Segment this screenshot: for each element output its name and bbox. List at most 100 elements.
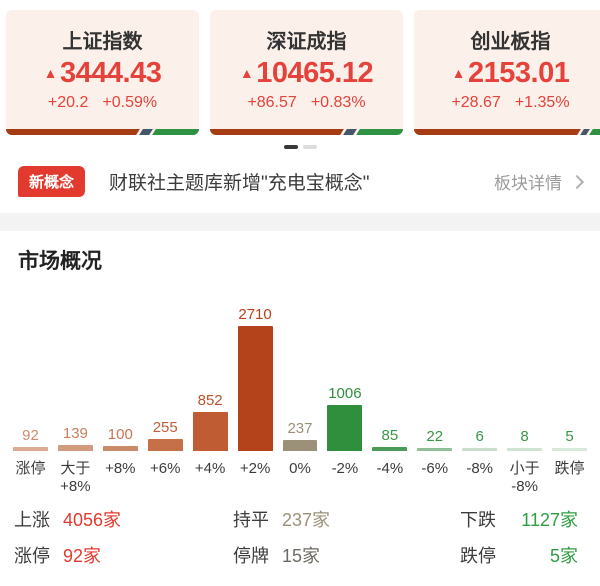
- carousel-dots: [0, 145, 600, 149]
- bar-value-label: 92: [22, 427, 39, 444]
- index-value-text: 2153.01: [468, 57, 570, 89]
- news-headline: 财联社主题库新增"充电宝概念": [109, 173, 370, 194]
- section-title: 市场概况: [18, 250, 102, 273]
- up-arrow-icon: ▲: [43, 65, 58, 81]
- bar-value-label: 85: [381, 427, 399, 444]
- bar-column: 100: [102, 426, 138, 451]
- carousel-dot[interactable]: [302, 145, 317, 149]
- bar: [462, 448, 498, 451]
- bar-value-label: 1006: [328, 385, 362, 402]
- summary-value: 92家: [63, 546, 102, 566]
- news-ticker-row[interactable]: 新概念 财联社主题库新增"充电宝概念" 板块详情: [0, 149, 600, 213]
- summary-row: 涨停 92家 停牌 15家 跌停 5家: [14, 542, 578, 568]
- index-card-chinext[interactable]: 创业板指 ▲ 2153.01 +28.67 +1.35%: [414, 10, 600, 135]
- index-value: ▲ 3444.43: [6, 57, 199, 90]
- x-axis-label: +8%: [105, 460, 136, 477]
- bar-value-label: 852: [197, 392, 223, 409]
- breadth-flat-segment: [343, 129, 357, 135]
- index-value: ▲ 2153.01: [414, 57, 600, 90]
- x-axis-label: +6%: [150, 460, 181, 477]
- change-amount: +20.2: [47, 94, 89, 111]
- breadth-bar: [414, 129, 600, 135]
- breadth-bar: [210, 129, 403, 135]
- bar-value-label: 139: [62, 425, 88, 442]
- bar-column: 1006: [327, 385, 363, 451]
- change-percent: +0.83%: [310, 94, 366, 111]
- bar-value-label: 237: [287, 420, 313, 437]
- summary-cell: 涨停 92家: [14, 542, 233, 568]
- index-card-carousel: 上证指数 ▲ 3444.43 +20.2 +0.59% 深证成指 ▲ 10465.12…: [0, 0, 600, 135]
- bar-column: 85: [372, 427, 408, 451]
- bar-column: 255: [147, 419, 183, 451]
- chevron-right-icon: [569, 174, 585, 189]
- bar: [147, 439, 183, 451]
- bar: [57, 445, 93, 451]
- summary-cell: 上涨 4056家: [14, 506, 233, 532]
- change-percent: +1.35%: [514, 94, 570, 111]
- summary-row: 上涨 4056家 持平 237家 下跌 1127家: [14, 506, 578, 532]
- change-percent: +0.59%: [102, 94, 158, 111]
- summary-label: 涨停: [14, 546, 50, 566]
- bar-column: 852: [192, 392, 228, 451]
- carousel-dot[interactable]: [283, 145, 298, 149]
- summary-value: 237家: [282, 510, 331, 530]
- bar: [237, 326, 273, 451]
- summary-label: 持平: [233, 510, 269, 530]
- bar: [372, 447, 408, 451]
- bar: [192, 412, 228, 451]
- bar: [13, 447, 48, 451]
- section-divider: [0, 213, 600, 231]
- bar-value-label: 8: [520, 428, 529, 445]
- index-card-shenzhen[interactable]: 深证成指 ▲ 10465.12 +86.57 +0.83%: [210, 10, 403, 135]
- summary-value: 4056家: [63, 510, 122, 530]
- breadth-flat-segment: [579, 129, 590, 135]
- up-arrow-icon: ▲: [451, 65, 466, 81]
- index-value: ▲ 10465.12: [210, 57, 403, 90]
- breadth-up-segment: [6, 129, 140, 135]
- bar-value-label: 100: [107, 426, 133, 443]
- summary-value: 1127家: [521, 510, 578, 530]
- x-axis-label: 涨停: [15, 460, 46, 477]
- bar: [417, 448, 453, 451]
- bar-column: 6: [462, 428, 498, 451]
- index-value-text: 10465.12: [256, 57, 374, 89]
- bar-value-label: 5: [565, 428, 574, 445]
- summary-cell: 停牌 15家: [233, 542, 460, 568]
- market-overview-section: 市场概况 92 139 100 255 852 2710 237 1006 85 22 6 8 5 涨停…: [0, 231, 600, 498]
- summary-label: 上涨: [14, 510, 50, 530]
- x-axis-label: -8%: [466, 460, 494, 477]
- change-amount: +28.67: [451, 94, 501, 111]
- bar-column: 5: [552, 428, 587, 451]
- index-change: +86.57 +0.83%: [210, 94, 403, 112]
- breadth-up-segment: [414, 129, 581, 135]
- summary-label: 跌停: [460, 546, 496, 566]
- bar-column: 2710: [237, 306, 273, 451]
- change-amount: +86.57: [247, 94, 297, 111]
- x-axis-label: -6%: [421, 460, 449, 477]
- bar-column: 237: [282, 420, 318, 451]
- index-change: +28.67 +1.35%: [414, 94, 600, 112]
- bar-value-label: 2710: [238, 306, 272, 323]
- bar-column: 92: [13, 427, 48, 451]
- sector-detail-label: 板块详情: [494, 174, 562, 193]
- breadth-bar: [6, 129, 199, 135]
- bar: [282, 440, 318, 451]
- x-axis-label: -2%: [331, 460, 359, 477]
- bar-column: 8: [507, 428, 543, 451]
- summary-label: 下跌: [460, 510, 496, 530]
- up-arrow-icon: ▲: [239, 65, 254, 81]
- index-name: 深证成指: [266, 31, 347, 53]
- news-badge: 新概念: [18, 166, 86, 197]
- bar-column: 22: [417, 428, 453, 451]
- summary-value: 15家: [282, 546, 321, 566]
- sector-detail-link[interactable]: 板块详情: [494, 169, 585, 194]
- market-bar-chart: 92 139 100 255 852 2710 237 1006 85 22 6 8 5: [13, 306, 587, 451]
- index-change: +20.2 +0.59%: [6, 94, 199, 112]
- index-card-shanghai[interactable]: 上证指数 ▲ 3444.43 +20.2 +0.59%: [6, 10, 199, 135]
- x-axis-label: 小于 -8%: [509, 460, 540, 495]
- x-axis-labels: 涨停 大于 +8% +8% +6% +4% +2% 0% -2% -4% -6% -8% 小于 -8%…: [13, 460, 587, 498]
- breadth-down-segment: [355, 129, 403, 135]
- summary-label: 停牌: [233, 546, 269, 566]
- summary-cell: 下跌 1127家: [460, 506, 578, 532]
- index-name: 创业板指: [470, 31, 551, 53]
